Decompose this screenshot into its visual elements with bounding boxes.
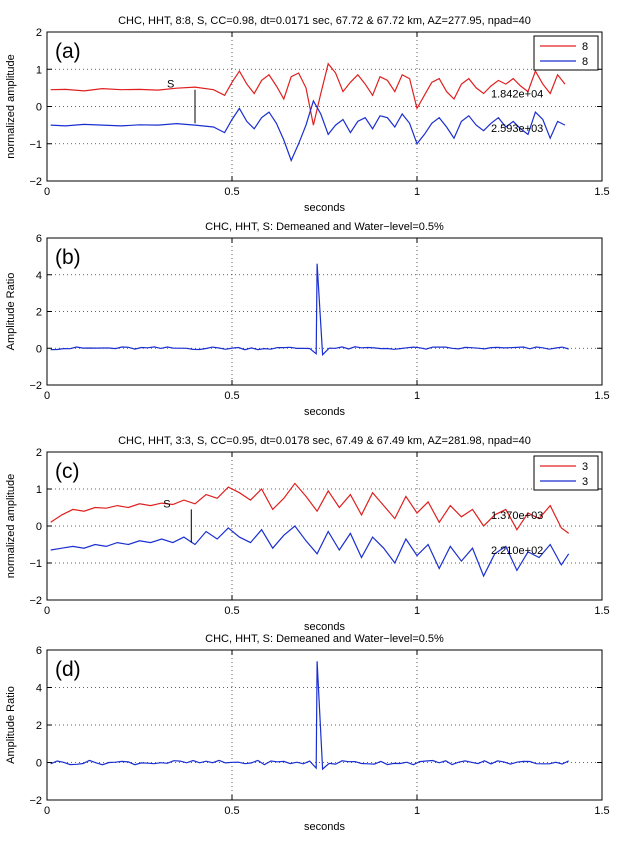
amplitude-annotation: 2.210e+02 (491, 545, 543, 557)
y-tick-label: 2 (36, 447, 42, 459)
x-tick-label: 0 (44, 805, 50, 817)
phase-marker-label: S (163, 498, 170, 510)
panel-label: (b) (55, 246, 81, 269)
panel-label: (d) (55, 658, 81, 681)
y-tick-label: −1 (29, 139, 42, 151)
panel-title: CHC, HHT, 8:8, S, CC=0.98, dt=0.0171 sec… (118, 15, 531, 27)
series-line-blue (50, 99, 566, 163)
y-tick-label: 0 (36, 102, 42, 114)
y-tick-label: 0 (36, 521, 42, 533)
panel-label: (c) (55, 460, 80, 483)
amplitude-annotation: 1.842e+04 (491, 88, 543, 100)
x-tick-label: 0 (44, 605, 50, 617)
x-tick-label: 1.5 (594, 390, 609, 402)
series-line-blue (50, 525, 570, 578)
y-tick-label: −2 (29, 176, 42, 188)
panel-d: CHC, HHT, S: Demeaned and Water−level=0.… (5, 633, 610, 833)
series-line-red (50, 62, 566, 126)
x-tick-label: 1 (414, 605, 420, 617)
panel-title: CHC, HHT, S: Demeaned and Water−level=0.… (205, 633, 444, 645)
x-axis-label: seconds (304, 406, 345, 418)
panel-title: CHC, HHT, 3:3, S, CC=0.95, dt=0.0178 sec… (118, 435, 531, 447)
y-tick-label: 0 (36, 758, 42, 770)
x-tick-label: 0 (44, 390, 50, 402)
phase-marker-label: S (167, 79, 174, 91)
y-tick-label: −1 (29, 558, 42, 570)
y-axis-label: normalized amplitude (5, 474, 17, 579)
legend-label: 8 (582, 41, 588, 53)
x-axis-label: seconds (304, 821, 345, 833)
x-tick-label: 1.5 (594, 186, 609, 198)
y-tick-label: 1 (36, 484, 42, 496)
x-axis-label: seconds (304, 621, 345, 633)
axes-frame (46, 31, 603, 182)
panel-b: CHC, HHT, S: Demeaned and Water−level=0.… (5, 221, 610, 418)
y-axis-label: normalized amplitude (5, 54, 17, 159)
y-tick-label: 6 (36, 645, 42, 657)
panel-c: CHC, HHT, 3:3, S, CC=0.95, dt=0.0178 sec… (5, 435, 610, 633)
x-tick-label: 0 (44, 186, 50, 198)
y-tick-label: −2 (29, 380, 42, 392)
legend-box (533, 455, 599, 491)
x-tick-label: 0.5 (224, 805, 239, 817)
panel-a: CHC, HHT, 8:8, S, CC=0.98, dt=0.0171 sec… (5, 15, 610, 214)
y-axis-label: Amplitude Ratio (5, 686, 17, 764)
panel-label: (a) (55, 40, 81, 63)
x-tick-label: 0.5 (224, 390, 239, 402)
x-tick-label: 0.5 (224, 186, 239, 198)
series-line-blue (50, 661, 569, 771)
amplitude-annotation: 2.593e+03 (491, 123, 543, 135)
legend-label: 3 (582, 461, 588, 473)
y-tick-label: 2 (36, 307, 42, 319)
x-tick-label: 1 (414, 805, 420, 817)
y-tick-label: 2 (36, 27, 42, 39)
x-tick-label: 0.5 (224, 605, 239, 617)
x-tick-label: 1 (414, 186, 420, 198)
amplitude-annotation: 1.370e+03 (491, 510, 543, 522)
y-axis-label: Amplitude Ratio (5, 273, 17, 351)
y-tick-label: −2 (29, 795, 42, 807)
x-tick-label: 1 (414, 390, 420, 402)
panel-title: CHC, HHT, S: Demeaned and Water−level=0.… (205, 221, 444, 233)
axes-frame (46, 649, 603, 801)
y-tick-label: 4 (36, 683, 42, 695)
y-tick-label: 4 (36, 270, 42, 282)
legend-label: 8 (582, 56, 588, 68)
legend-box (533, 35, 599, 71)
y-tick-label: −2 (29, 595, 42, 607)
series-line-red (50, 482, 570, 534)
series-line-blue (50, 263, 569, 357)
y-tick-label: 2 (36, 720, 42, 732)
legend-label: 3 (582, 476, 588, 488)
x-axis-label: seconds (304, 202, 345, 214)
y-tick-label: 6 (36, 233, 42, 245)
y-tick-label: 0 (36, 343, 42, 355)
y-tick-label: 1 (36, 64, 42, 76)
x-tick-label: 1.5 (594, 805, 609, 817)
x-tick-label: 1.5 (594, 605, 609, 617)
axes-frame (46, 237, 603, 386)
